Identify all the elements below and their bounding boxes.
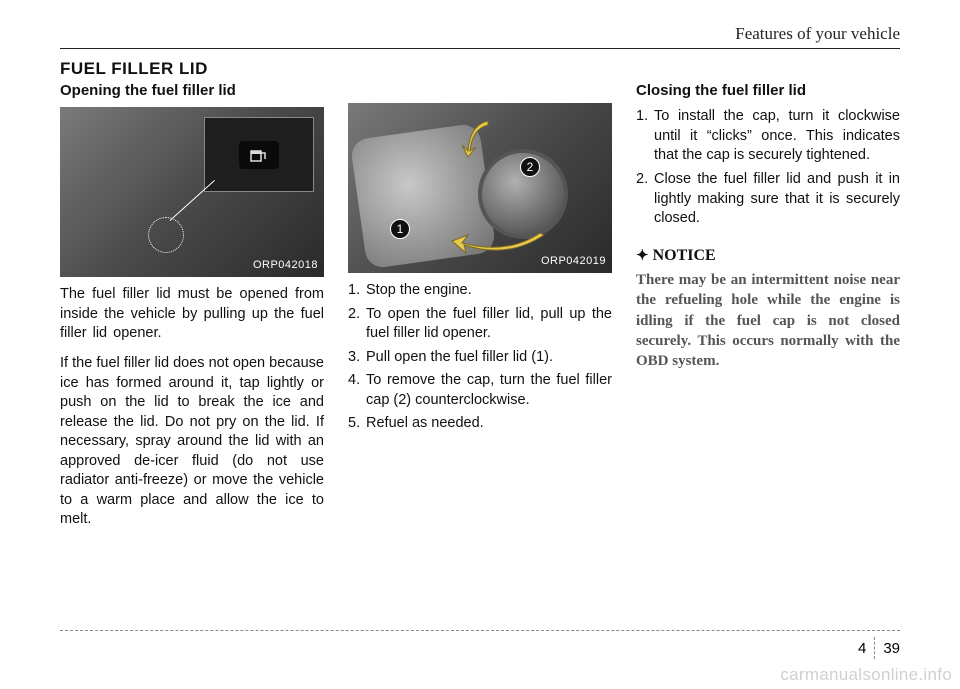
- step-num: 3.: [348, 348, 366, 368]
- footer-divider: [60, 630, 900, 631]
- step-text: Refuel as needed.: [366, 414, 612, 434]
- step-num: 4.: [348, 371, 366, 410]
- open-step-2: 2. To open the fuel filler lid, pull up …: [348, 305, 612, 344]
- open-step-1: 1. Stop the engine.: [348, 281, 612, 301]
- close-step-1: 1. To install the cap, turn it clockwise…: [636, 107, 900, 166]
- open-step-4: 4. To remove the cap, turn the fuel fill…: [348, 371, 612, 410]
- figure-opener-highlight-circle: [148, 217, 184, 253]
- column-2: 1 2 ORP042019 1. Stop the engine. 2. To …: [348, 81, 612, 540]
- figure-label-1: 1: [390, 219, 410, 239]
- figure-code-2: ORP042019: [541, 254, 606, 269]
- open-step-3: 3. Pull open the fuel filler lid (1).: [348, 348, 612, 368]
- watermark: carmanualsonline.info: [780, 665, 952, 685]
- column-3: Closing the fuel filler lid 1. To instal…: [636, 81, 900, 540]
- step-text: To install the cap, turn it clockwise un…: [654, 107, 900, 166]
- figure-cap: 1 2 ORP042019: [348, 103, 612, 273]
- page-num-separator: [874, 637, 875, 659]
- step-text: To open the fuel filler lid, pull up the…: [366, 305, 612, 344]
- open-step-5: 5. Refuel as needed.: [348, 414, 612, 434]
- section-title: FUEL FILLER LID: [60, 59, 900, 79]
- step-num: 2.: [348, 305, 366, 344]
- step-text: To remove the cap, turn the fuel filler …: [366, 371, 612, 410]
- figure-opener-inset: [204, 117, 314, 192]
- fuel-release-button-icon: [239, 141, 279, 169]
- figure-arrow-ccw-icon: [448, 225, 548, 259]
- close-step-2: 2. Close the fuel filler lid and push it…: [636, 170, 900, 229]
- notice-heading: ✦NOTICE: [636, 245, 900, 267]
- page-chapter-num: 4: [858, 640, 866, 657]
- step-num: 5.: [348, 414, 366, 434]
- opening-para-2: If the fuel filler lid does not open bec…: [60, 354, 324, 530]
- figure-arrow-down-icon: [458, 117, 518, 163]
- step-num: 2.: [636, 170, 654, 229]
- notice-title: NOTICE: [653, 247, 716, 264]
- figure-code-1: ORP042018: [253, 258, 318, 273]
- chapter-header: Features of your vehicle: [60, 24, 900, 49]
- notice-body: There may be an intermittent noise near …: [636, 270, 900, 371]
- step-num: 1.: [636, 107, 654, 166]
- figure-opener: ORP042018: [60, 107, 324, 277]
- step-text: Close the fuel filler lid and push it in…: [654, 170, 900, 229]
- opening-para-1: The fuel filler lid must be opened from …: [60, 285, 324, 344]
- page-page-num: 39: [883, 640, 900, 657]
- figure-opener-callout-line: [170, 180, 215, 221]
- step-text: Stop the engine.: [366, 281, 612, 301]
- step-num: 1.: [348, 281, 366, 301]
- notice-symbol-icon: ✦: [636, 248, 649, 264]
- page-number: 4 39: [858, 637, 900, 659]
- step-text: Pull open the fuel filler lid (1).: [366, 348, 612, 368]
- column-1: Opening the fuel filler lid ORP042018 Th…: [60, 81, 324, 540]
- opening-subhead: Opening the fuel filler lid: [60, 81, 324, 101]
- figure-label-2: 2: [520, 157, 540, 177]
- closing-subhead: Closing the fuel filler lid: [636, 81, 900, 101]
